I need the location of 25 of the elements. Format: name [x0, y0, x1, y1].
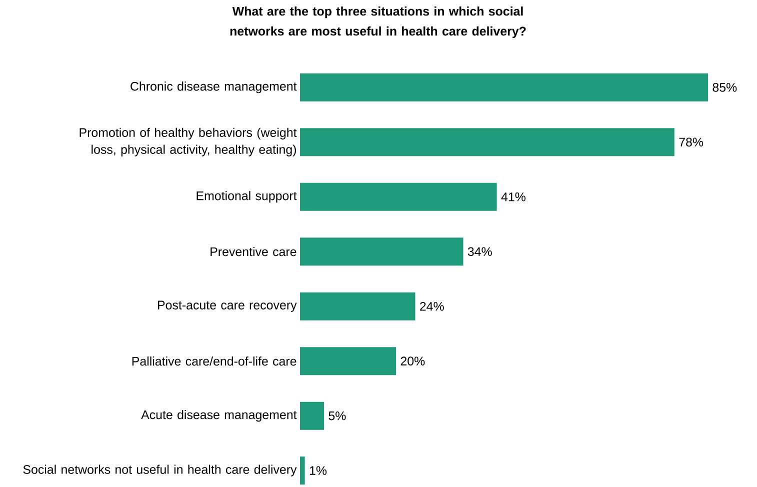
bar — [300, 182, 497, 211]
data-label: 20% — [400, 356, 425, 366]
y-tick-label: Chronic disease management — [130, 82, 297, 94]
bar — [300, 402, 324, 430]
data-label: 85% — [712, 82, 737, 92]
y-tick-label: Palliative care/end-of-life care — [132, 356, 296, 366]
data-label: 41% — [501, 192, 526, 202]
bar — [300, 456, 305, 485]
y-tick-label: Post-acute care recovery — [158, 300, 297, 312]
bar — [300, 347, 396, 376]
bar — [300, 238, 464, 266]
data-label: 34% — [468, 247, 492, 256]
data-label: 5% — [328, 411, 346, 420]
y-tick-label: Acute disease management — [141, 410, 297, 422]
y-tick-label: Promotion of healthy behaviors (weight loss, physical activity, healthy eating) — [80, 128, 297, 156]
data-label: 1% — [310, 466, 327, 475]
y-tick-label: Preventive care — [210, 247, 296, 256]
chart-title: What are the top three situations in which social networks are most useful in health care delivery? — [230, 6, 526, 38]
data-label: 78% — [679, 138, 704, 147]
y-tick-label: Social networks not useful in health care delivery — [23, 464, 297, 476]
y-tick-label: Emotional support — [196, 191, 297, 203]
bar — [300, 128, 674, 156]
bar — [300, 292, 416, 320]
bar — [300, 73, 708, 102]
data-label: 24% — [420, 302, 444, 311]
